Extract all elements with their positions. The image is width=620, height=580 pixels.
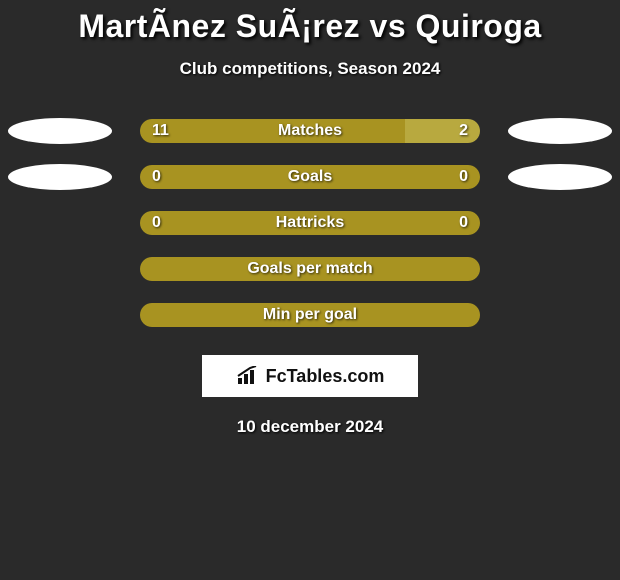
logo-box: FcTables.com [202,355,418,397]
stat-left-value: 11 [152,119,169,143]
stat-bar: 0 Hattricks 0 [140,211,480,235]
left-ellipse [8,118,112,144]
stat-bar: 11 Matches 2 [140,119,480,143]
logo-text: FcTables.com [266,366,385,387]
stat-row-goals: 0 Goals 0 [0,165,620,189]
stat-row-min-per-goal: Min per goal [0,303,620,327]
stat-row-hattricks: 0 Hattricks 0 [0,211,620,235]
stat-bar: Goals per match [140,257,480,281]
stat-right-value: 0 [459,211,468,235]
stat-left-value: 0 [152,165,161,189]
stat-bar: 0 Goals 0 [140,165,480,189]
bar-seg-left [140,165,480,189]
stat-rows: 11 Matches 2 0 Goals 0 0 Hattr [0,119,620,327]
stat-left-value: 0 [152,211,161,235]
bar-seg-left [140,211,480,235]
date-text: 10 december 2024 [0,417,620,437]
right-ellipse [508,164,612,190]
bar-seg-left [140,257,480,281]
stat-right-value: 0 [459,165,468,189]
bar-seg-right [405,119,480,143]
stat-right-value: 2 [459,119,468,143]
comparison-infographic: MartÃ­nez SuÃ¡rez vs Quiroga Club compet… [0,0,620,437]
bar-seg-left [140,303,480,327]
page-title: MartÃ­nez SuÃ¡rez vs Quiroga [0,8,620,45]
stat-row-matches: 11 Matches 2 [0,119,620,143]
page-subtitle: Club competitions, Season 2024 [0,59,620,79]
bar-seg-left [140,119,405,143]
right-ellipse [508,118,612,144]
stat-row-goals-per-match: Goals per match [0,257,620,281]
chart-icon [236,366,262,386]
stat-bar: Min per goal [140,303,480,327]
logo-inner: FcTables.com [236,366,385,387]
left-ellipse [8,164,112,190]
